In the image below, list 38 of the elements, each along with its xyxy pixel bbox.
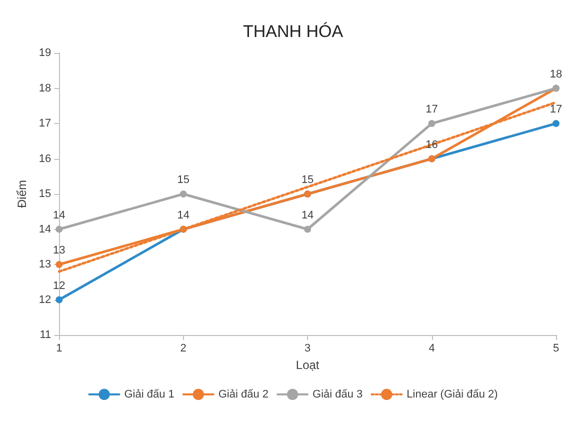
data-label: 18 xyxy=(550,68,562,80)
y-tick-label: 18 xyxy=(38,82,52,94)
x-tick-label: 1 xyxy=(56,342,62,354)
x-tick-label: 4 xyxy=(428,342,435,354)
y-tick-label: 14 xyxy=(38,223,52,236)
point xyxy=(552,120,560,127)
point xyxy=(56,261,63,268)
data-label: 15 xyxy=(177,174,190,186)
y-tick-label: 11 xyxy=(40,329,52,341)
y-tick-label: 15 xyxy=(38,188,52,200)
data-label: 17 xyxy=(550,104,562,116)
point xyxy=(56,296,63,304)
x-tick-label: 2 xyxy=(180,342,186,354)
legend-label: Giải đấu 3 xyxy=(312,388,363,400)
y-tick-label: 13 xyxy=(38,258,52,270)
point xyxy=(304,226,312,233)
point xyxy=(56,226,63,233)
y-tick-label: 19 xyxy=(38,47,52,59)
point xyxy=(180,190,187,198)
legend-label: Giải đấu 1 xyxy=(124,388,174,400)
x-tick-label: 5 xyxy=(552,342,560,354)
x-axis-title: Loạt xyxy=(296,358,320,372)
y-tick-label: 17 xyxy=(38,118,52,130)
data-label: 15 xyxy=(301,174,314,186)
point xyxy=(428,120,436,127)
data-label: 14 xyxy=(301,209,314,222)
y-tick-label: 16 xyxy=(38,152,52,165)
data-label: 14 xyxy=(177,209,190,222)
data-label: 12 xyxy=(53,280,66,292)
y-tick-label: 12 xyxy=(38,294,52,306)
legend-label: Linear (Giải đấu 2) xyxy=(406,388,498,400)
legend-label: Giải đấu 2 xyxy=(218,388,269,400)
y-axis-title: Điểm xyxy=(15,180,29,208)
data-label: 14 xyxy=(53,209,66,222)
data-label: 13 xyxy=(53,244,66,256)
chart-title: THANH HÓA xyxy=(242,22,344,41)
data-label: 17 xyxy=(426,104,438,116)
x-tick-label: 3 xyxy=(304,342,311,354)
